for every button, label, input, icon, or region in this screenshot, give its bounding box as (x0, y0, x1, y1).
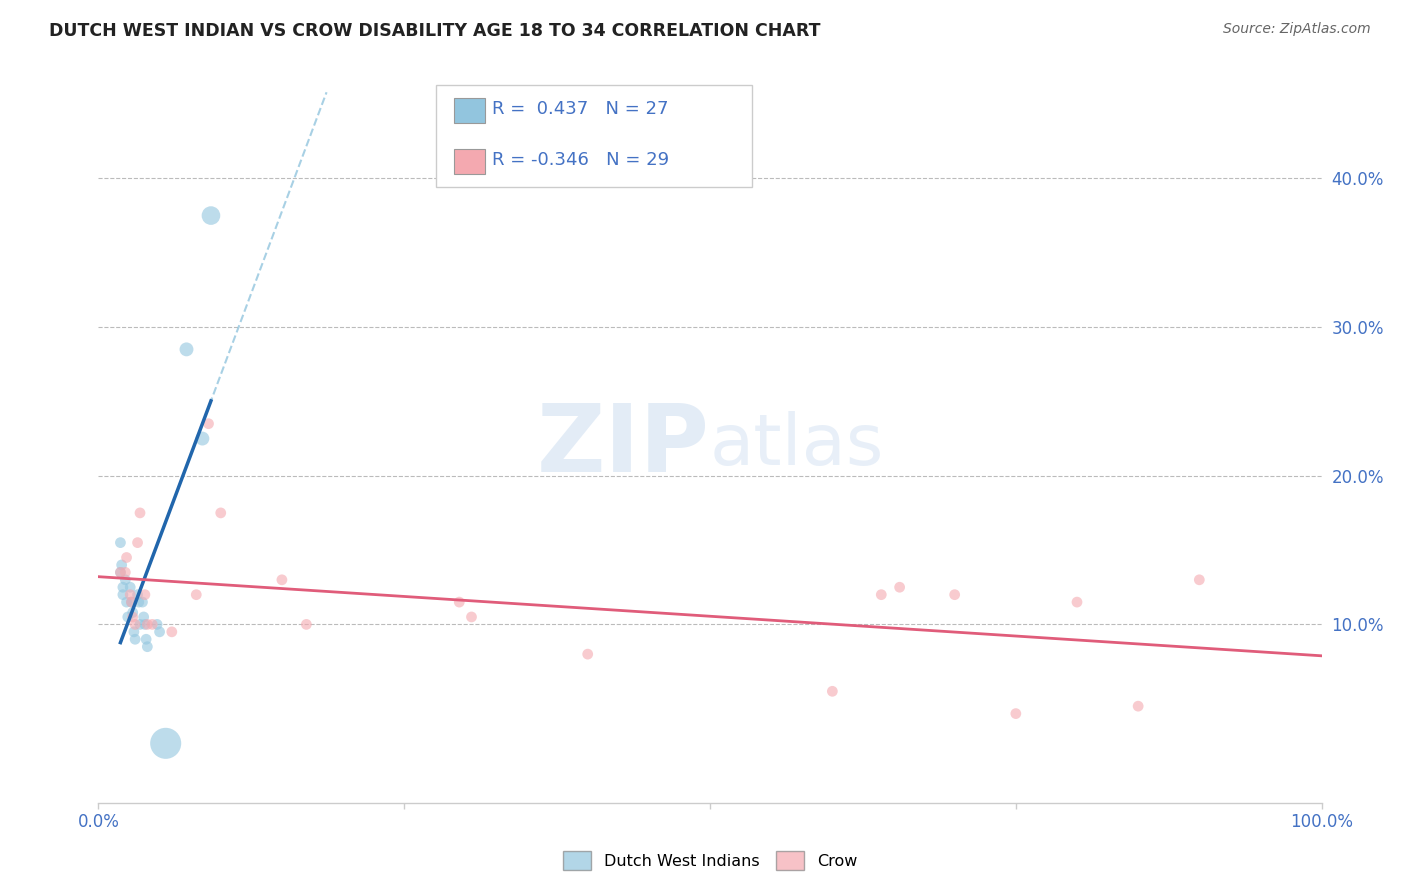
Point (191, 432, 214, 446)
Text: atlas: atlas (710, 411, 884, 481)
Point (136, 640, 159, 654)
Point (110, 566, 132, 580)
Point (186, 588, 208, 602)
Legend: Dutch West Indians, Crow: Dutch West Indians, Crow (557, 845, 863, 877)
Point (209, 506, 232, 520)
Point (1128, 699, 1150, 714)
Point (135, 632, 157, 647)
Point (129, 506, 152, 520)
Point (124, 632, 146, 647)
Point (889, 580, 911, 594)
Point (127, 588, 149, 602)
Point (146, 617, 169, 632)
Point (110, 535, 132, 549)
Point (460, 610, 482, 624)
Point (1188, 573, 1211, 587)
Point (149, 624, 172, 639)
Point (120, 580, 142, 594)
Point (1066, 595, 1088, 609)
Point (122, 624, 145, 639)
Point (155, 736, 177, 750)
Point (127, 535, 149, 549)
Text: DUTCH WEST INDIAN VS CROW DISABILITY AGE 18 TO 34 CORRELATION CHART: DUTCH WEST INDIAN VS CROW DISABILITY AGE… (49, 22, 821, 40)
Point (270, 573, 294, 587)
Point (943, 588, 966, 602)
Point (134, 588, 156, 602)
Point (111, 558, 134, 572)
Point (134, 617, 156, 632)
Point (110, 566, 132, 580)
Text: ZIP: ZIP (537, 400, 710, 492)
Point (115, 595, 138, 609)
Point (120, 588, 142, 602)
Point (114, 566, 136, 580)
Text: Source: ZipAtlas.com: Source: ZipAtlas.com (1223, 22, 1371, 37)
Point (121, 610, 143, 624)
Point (111, 588, 134, 602)
Point (200, 209, 222, 223)
Point (128, 595, 150, 609)
Point (115, 550, 138, 565)
Text: R = -0.346   N = 29: R = -0.346 N = 29 (492, 151, 669, 169)
Point (176, 343, 198, 357)
Point (576, 647, 599, 661)
Point (131, 595, 153, 609)
Point (141, 617, 163, 632)
Point (121, 606, 143, 620)
Point (111, 580, 134, 594)
Point (117, 610, 139, 624)
Point (114, 573, 136, 587)
Point (120, 595, 142, 609)
Point (870, 588, 893, 602)
Point (295, 617, 318, 632)
Point (129, 617, 152, 632)
Point (136, 617, 159, 632)
Point (160, 624, 183, 639)
Point (120, 595, 142, 609)
Point (449, 595, 471, 609)
Point (1004, 706, 1026, 721)
Point (124, 617, 146, 632)
Text: R =  0.437   N = 27: R = 0.437 N = 27 (492, 100, 669, 118)
Point (821, 684, 844, 698)
Point (132, 610, 155, 624)
Point (197, 417, 219, 431)
